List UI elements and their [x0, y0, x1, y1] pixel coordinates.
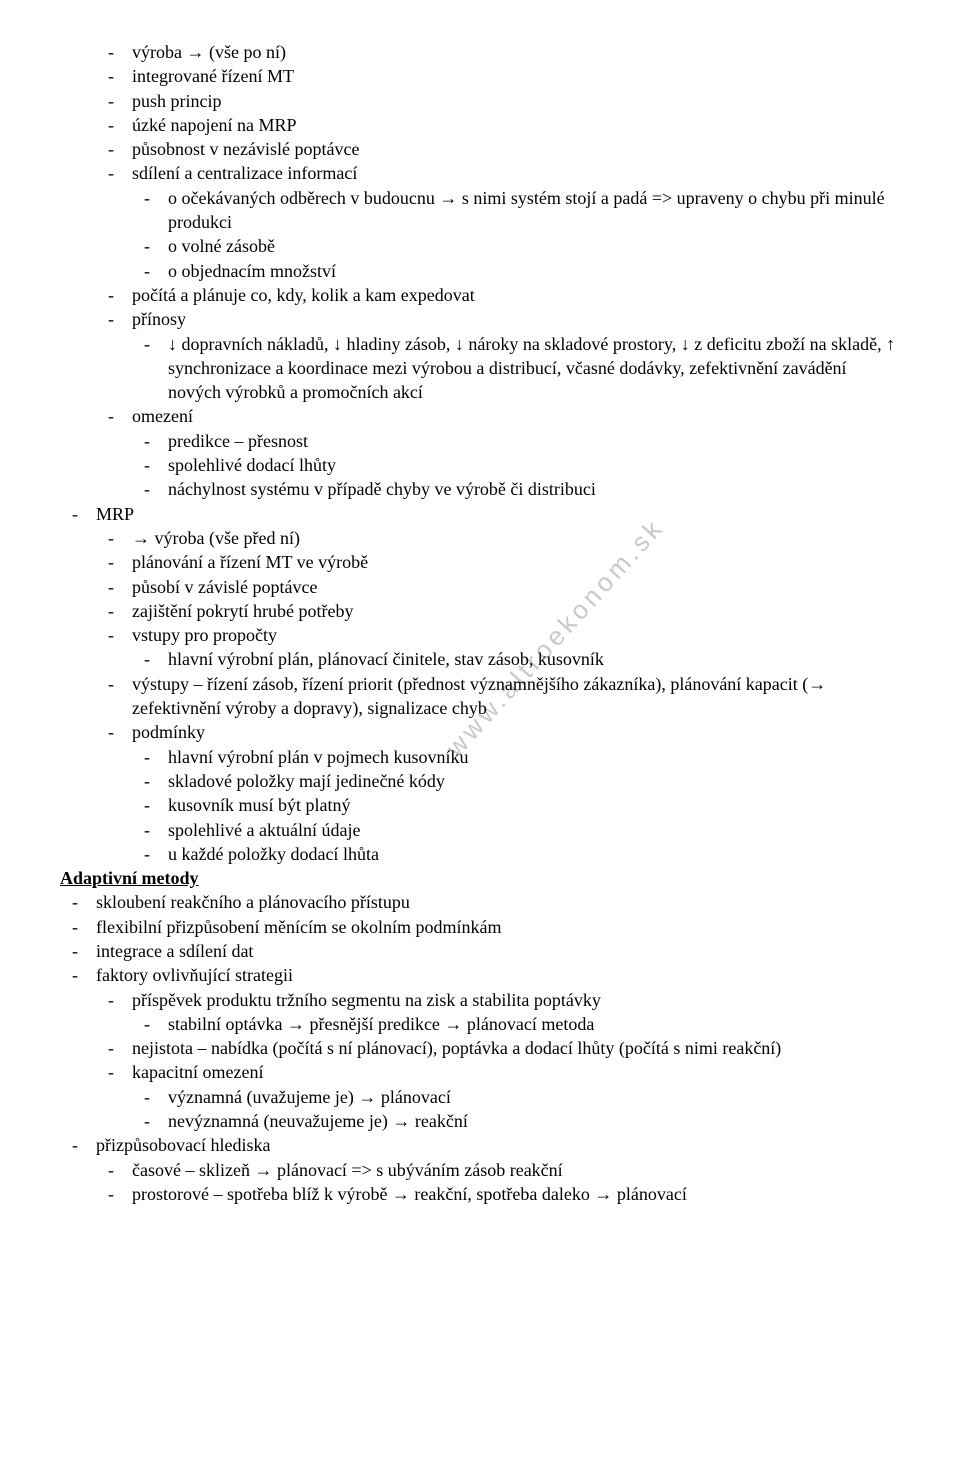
- list-item: přínosy: [60, 307, 900, 331]
- list-item: omezení: [60, 404, 900, 428]
- list-item: prostorové – spotřeba blíž k výrobě → re…: [60, 1182, 900, 1206]
- list-item: spolehlivé dodací lhůty: [60, 453, 900, 477]
- list-item: nejistota – nabídka (počítá s ní plánova…: [60, 1036, 900, 1060]
- list-item: vstupy pro propočty: [60, 623, 900, 647]
- list-item: výstupy – řízení zásob, řízení priorit (…: [60, 672, 900, 721]
- list-item: náchylnost systému v případě chyby ve vý…: [60, 477, 900, 501]
- list-item: spolehlivé a aktuální údaje: [60, 818, 900, 842]
- list-item: u každé položky dodací lhůta: [60, 842, 900, 866]
- list-item: predikce – přesnost: [60, 429, 900, 453]
- list-item: integrace a sdílení dat: [60, 939, 900, 963]
- document-outline: výroba → (vše po ní)integrované řízení M…: [60, 40, 900, 1206]
- list-item: o objednacím množství: [60, 259, 900, 283]
- list-item: zajištění pokrytí hrubé potřeby: [60, 599, 900, 623]
- list-item: působnost v nezávislé poptávce: [60, 137, 900, 161]
- list-item: ↓ dopravních nákladů, ↓ hladiny zásob, ↓…: [60, 332, 900, 405]
- list-item: významná (uvažujeme je) → plánovací: [60, 1085, 900, 1109]
- list-item: příspěvek produktu tržního segmentu na z…: [60, 988, 900, 1012]
- list-item: flexibilní přizpůsobení měnícím se okoln…: [60, 915, 900, 939]
- list-item: nevýznamná (neuvažujeme je) → reakční: [60, 1109, 900, 1133]
- list-item: hlavní výrobní plán v pojmech kusovníku: [60, 745, 900, 769]
- list-item: časové – sklizeň → plánovací => s ubýván…: [60, 1158, 900, 1182]
- section-heading: Adaptivní metody: [60, 866, 900, 890]
- list-item: plánování a řízení MT ve výrobě: [60, 550, 900, 574]
- list-item: MRP: [60, 502, 900, 526]
- list-item: podmínky: [60, 720, 900, 744]
- list-item: úzké napojení na MRP: [60, 113, 900, 137]
- list-item: výroba → (vše po ní): [60, 40, 900, 64]
- list-item: skladové položky mají jedinečné kódy: [60, 769, 900, 793]
- list-item: integrované řízení MT: [60, 64, 900, 88]
- list-item: počítá a plánuje co, kdy, kolik a kam ex…: [60, 283, 900, 307]
- list-item: kusovník musí být platný: [60, 793, 900, 817]
- list-item: push princip: [60, 89, 900, 113]
- list-item: sdílení a centralizace informací: [60, 161, 900, 185]
- list-item: hlavní výrobní plán, plánovací činitele,…: [60, 647, 900, 671]
- list-item: o očekávaných odběrech v budoucnu → s ni…: [60, 186, 900, 235]
- list-item: skloubení reakčního a plánovacího přístu…: [60, 890, 900, 914]
- list-item: přizpůsobovací hlediska: [60, 1133, 900, 1157]
- list-item: stabilní optávka → přesnější predikce → …: [60, 1012, 900, 1036]
- list-item: o volné zásobě: [60, 234, 900, 258]
- list-item: kapacitní omezení: [60, 1060, 900, 1084]
- list-item: → výroba (vše před ní): [60, 526, 900, 550]
- list-item: působí v závislé poptávce: [60, 575, 900, 599]
- list-item: faktory ovlivňující strategii: [60, 963, 900, 987]
